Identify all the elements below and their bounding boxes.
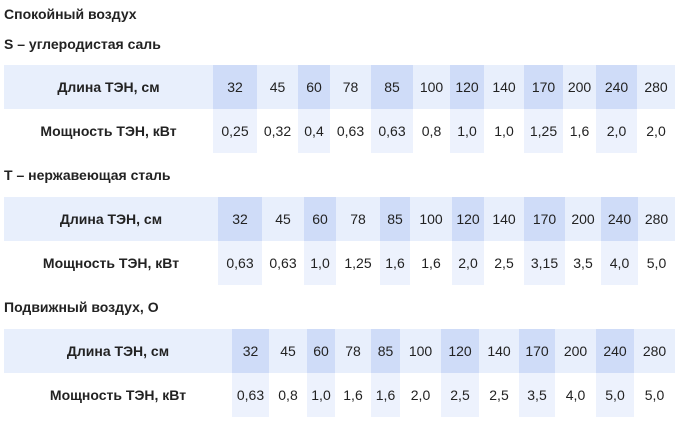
power-cell: 4,0 — [565, 387, 586, 403]
power-cell: 0,63 — [269, 255, 297, 271]
length-cell: 120 — [452, 197, 484, 241]
length-label: Длина ТЭН, см — [57, 79, 160, 95]
section-heading-s: S – углеродистая саль — [4, 36, 161, 52]
power-cell: 0,63 — [218, 241, 262, 285]
table-o: Длина ТЭН, см 32 45 60 78 85 100 120 140… — [4, 329, 675, 417]
power-cell: 3,15 — [524, 241, 565, 285]
power-cell: 0,8 — [421, 123, 442, 139]
power-cell: 2,0 — [410, 387, 431, 403]
length-cell: 60 — [298, 65, 330, 109]
power-label: Мощность ТЭН, кВт — [42, 255, 180, 271]
power-row: Мощность ТЭН, кВт 0,63 0,8 1,0 1,6 1,6 2… — [4, 373, 675, 417]
length-cell: 280 — [642, 343, 667, 359]
length-cell: 140 — [492, 79, 516, 95]
length-cell: 200 — [571, 211, 595, 227]
power-cell: 2,0 — [596, 109, 637, 153]
power-cell: 0,63 — [336, 123, 365, 139]
length-cell: 85 — [371, 65, 413, 109]
power-cell: 2,5 — [494, 255, 514, 271]
power-cell: 1,0 — [307, 373, 335, 417]
power-cell: 5,0 — [644, 387, 665, 403]
length-cell: 240 — [601, 197, 638, 241]
section-heading-t: Т – нержавеющая сталь — [4, 167, 171, 183]
length-cell: 32 — [213, 65, 257, 109]
length-row: Длина ТЭН, см 32 45 60 78 85 100 120 140… — [4, 65, 675, 109]
length-label: Длина ТЭН, см — [59, 211, 163, 227]
length-cell: 85 — [380, 197, 410, 241]
power-cell: 1,25 — [344, 255, 372, 271]
length-cell: 60 — [304, 197, 336, 241]
length-row: Длина ТЭН, см 32 45 60 78 85 100 120 140… — [4, 197, 675, 241]
power-cell: 1,6 — [343, 387, 363, 403]
power-label: Мощность ТЭН, кВт — [40, 123, 177, 139]
power-cell: 1,6 — [380, 241, 410, 285]
power-row: Мощность ТЭН, кВт 0,25 0,32 0,4 0,63 0,6… — [4, 109, 675, 153]
length-cell: 280 — [644, 79, 668, 95]
length-cell: 45 — [269, 79, 286, 95]
length-label: Длина ТЭН, см — [66, 343, 170, 359]
power-cell: 0,63 — [232, 373, 269, 417]
length-cell: 45 — [280, 343, 296, 359]
power-cell: 4,0 — [601, 241, 638, 285]
power-cell: 5,0 — [596, 373, 634, 417]
length-cell: 200 — [563, 343, 588, 359]
length-cell: 60 — [307, 329, 335, 373]
length-cell: 120 — [441, 329, 479, 373]
power-cell: 1,0 — [450, 109, 484, 153]
length-cell: 120 — [450, 65, 484, 109]
power-cell: 0,63 — [371, 109, 413, 153]
power-cell: 0,32 — [263, 123, 292, 139]
power-cell: 1,6 — [569, 123, 590, 139]
table-s: Длина ТЭН, см 32 45 60 78 85 100 120 140… — [4, 65, 675, 153]
length-cell: 200 — [567, 79, 592, 95]
power-row: Мощность ТЭН, кВт 0,63 0,63 1,0 1,25 1,6… — [4, 241, 675, 285]
length-cell: 78 — [350, 211, 366, 227]
length-cell: 45 — [275, 211, 291, 227]
power-cell: 1,6 — [421, 255, 441, 271]
length-cell: 78 — [345, 343, 361, 359]
power-label: Мощность ТЭН, кВт — [49, 387, 187, 403]
power-cell: 1,25 — [524, 109, 563, 153]
table-t: Длина ТЭН, см 32 45 60 78 85 100 120 140… — [4, 197, 675, 285]
length-cell: 100 — [419, 211, 443, 227]
page-title: Спокойный воздух — [4, 6, 137, 22]
power-cell: 1,0 — [494, 123, 514, 139]
length-cell: 240 — [596, 329, 634, 373]
length-cell: 240 — [596, 65, 637, 109]
length-cell: 85 — [371, 329, 400, 373]
length-row: Длина ТЭН, см 32 45 60 78 85 100 120 140… — [4, 329, 675, 373]
power-cell: 2,5 — [441, 373, 479, 417]
section-heading-o: Подвижный воздух, О — [4, 299, 159, 315]
power-cell: 1,0 — [304, 241, 336, 285]
length-cell: 170 — [519, 329, 555, 373]
power-cell: 2,0 — [646, 123, 666, 139]
power-cell: 2,5 — [489, 387, 509, 403]
power-cell: 2,0 — [452, 241, 484, 285]
power-cell: 0,25 — [213, 109, 257, 153]
length-cell: 32 — [218, 197, 262, 241]
power-cell: 0,4 — [298, 109, 330, 153]
power-cell: 3,5 — [573, 255, 593, 271]
length-cell: 170 — [524, 65, 563, 109]
length-cell: 140 — [487, 343, 511, 359]
length-cell: 32 — [232, 329, 269, 373]
power-cell: 1,6 — [371, 373, 400, 417]
length-cell: 100 — [419, 79, 444, 95]
power-cell: 5,0 — [646, 255, 667, 271]
power-cell: 0,8 — [278, 387, 298, 403]
length-cell: 78 — [342, 79, 359, 95]
length-cell: 100 — [408, 343, 433, 359]
length-cell: 140 — [492, 211, 516, 227]
power-cell: 3,5 — [519, 373, 555, 417]
length-cell: 170 — [524, 197, 565, 241]
length-cell: 280 — [644, 211, 669, 227]
